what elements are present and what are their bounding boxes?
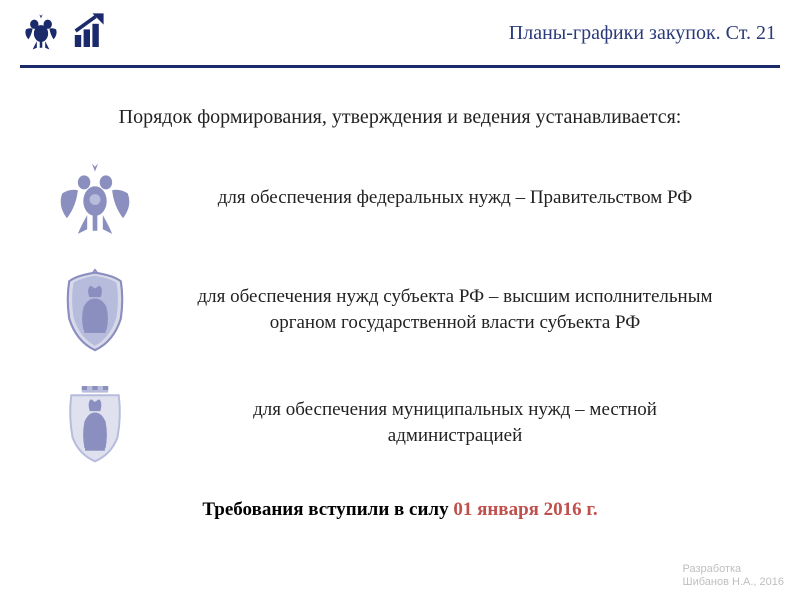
credit-line1: Разработка xyxy=(683,563,784,577)
bar-chart-arrow-icon xyxy=(70,11,110,56)
list-item-text: для обеспечения федеральных нужд – Прави… xyxy=(190,185,760,211)
credit: Разработка Шибанов Н.А., 2016 xyxy=(683,563,784,591)
subtitle: Порядок формирования, утверждения и веде… xyxy=(0,106,800,129)
footer-prefix: Требования вступили в силу xyxy=(202,499,453,520)
federal-eagle-emblem-icon xyxy=(40,159,150,237)
page-title: Планы-графики закупок. Ст. 21 xyxy=(509,22,776,45)
list-item-text: для обеспечения нужд субъекта РФ – высши… xyxy=(190,284,760,335)
header: Планы-графики закупок. Ст. 21 xyxy=(0,0,800,63)
header-divider xyxy=(20,65,780,68)
list-item: для обеспечения федеральных нужд – Прави… xyxy=(40,159,760,237)
header-logos xyxy=(20,10,110,57)
footer-note: Требования вступили в силу 01 января 201… xyxy=(0,499,800,521)
municipal-emblem-icon xyxy=(40,383,150,463)
list-item-text: для обеспечения муниципальных нужд – мес… xyxy=(190,397,760,448)
list-item: для обеспечения муниципальных нужд – мес… xyxy=(40,383,760,463)
footer-date: 01 января 2016 г. xyxy=(453,499,597,520)
credit-line2: Шибанов Н.А., 2016 xyxy=(683,576,784,590)
content-rows: для обеспечения федеральных нужд – Прави… xyxy=(0,159,800,463)
list-item: для обеспечения нужд субъекта РФ – высши… xyxy=(40,267,760,353)
double-eagle-icon xyxy=(20,10,62,57)
regional-emblem-icon xyxy=(40,267,150,353)
